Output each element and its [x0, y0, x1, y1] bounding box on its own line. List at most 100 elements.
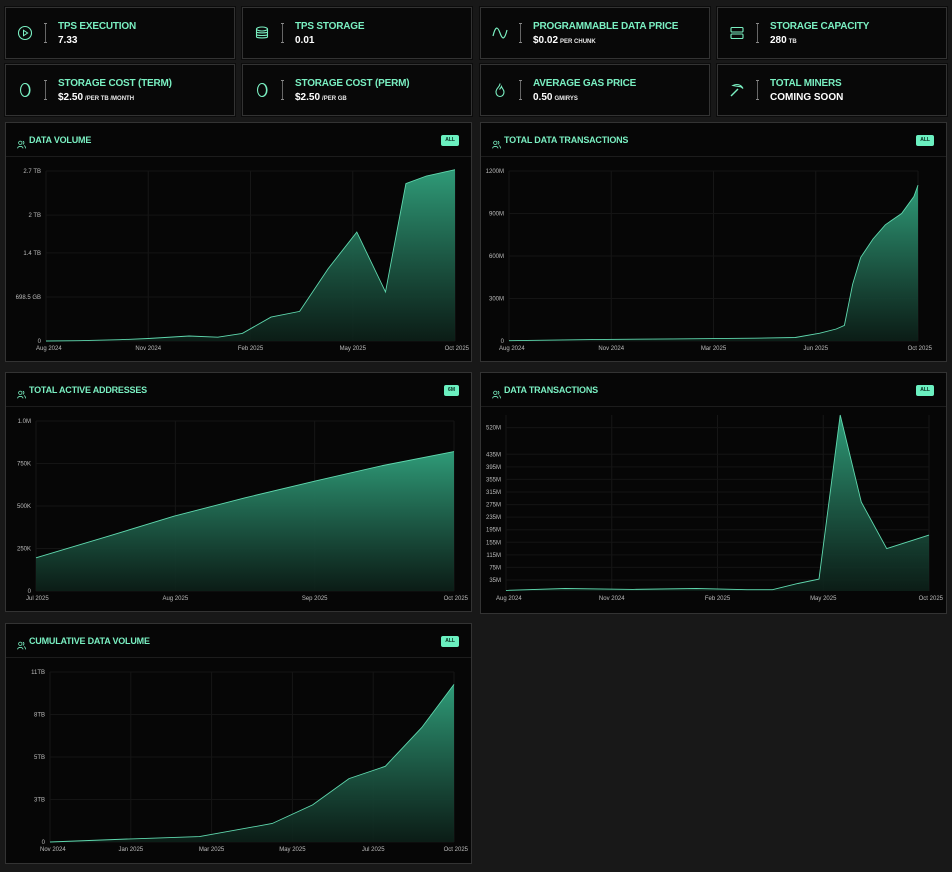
- y-tick-label: 8TB: [34, 713, 45, 719]
- data-point[interactable]: [794, 337, 796, 339]
- data-point[interactable]: [173, 515, 175, 517]
- stat-card-storage-cost-term: STORAGE COST (TERM) $2.50/PER TB /MONTH: [4, 63, 236, 117]
- x-tick-label: Oct 2025: [444, 847, 469, 853]
- x-tick-label: Nov 2024: [40, 847, 66, 853]
- data-point[interactable]: [860, 256, 862, 258]
- data-point[interactable]: [147, 338, 149, 340]
- data-point[interactable]: [312, 804, 314, 806]
- stat-label: TPS EXECUTION: [58, 21, 136, 32]
- pickaxe-icon: [728, 81, 746, 99]
- data-point[interactable]: [270, 316, 272, 318]
- range-all-button[interactable]: ALL: [441, 636, 459, 647]
- data-point[interactable]: [695, 588, 697, 590]
- x-tick-label: Mar 2025: [199, 847, 225, 853]
- range-all-button[interactable]: ALL: [916, 135, 934, 146]
- data-point[interactable]: [564, 588, 566, 590]
- y-tick-label: 750K: [17, 462, 31, 468]
- range-all-button[interactable]: ALL: [916, 385, 934, 396]
- x-tick-label: Nov 2024: [599, 596, 625, 602]
- range-all-button[interactable]: ALL: [441, 135, 459, 146]
- data-point[interactable]: [348, 778, 350, 780]
- data-point[interactable]: [590, 339, 592, 341]
- y-tick-label: 0: [38, 339, 42, 345]
- y-tick-label: 155M: [486, 540, 501, 546]
- stat-unit: TB: [788, 39, 797, 45]
- data-point[interactable]: [78, 340, 80, 342]
- data-point[interactable]: [119, 339, 121, 341]
- data-point[interactable]: [901, 213, 903, 215]
- data-point[interactable]: [672, 338, 674, 340]
- data-point[interactable]: [45, 340, 47, 342]
- data-point[interactable]: [384, 765, 386, 767]
- data-point[interactable]: [839, 414, 841, 416]
- data-point[interactable]: [106, 536, 108, 538]
- data-point[interactable]: [188, 335, 190, 337]
- data-point[interactable]: [843, 324, 845, 326]
- data-point[interactable]: [819, 332, 821, 334]
- data-point[interactable]: [852, 283, 854, 285]
- stat-unit: /PER TB /MONTH: [85, 96, 135, 102]
- stat-value-number: $0.02: [533, 35, 559, 46]
- data-point[interactable]: [271, 823, 273, 825]
- data-point[interactable]: [49, 841, 51, 843]
- data-point[interactable]: [327, 268, 329, 270]
- data-point[interactable]: [872, 238, 874, 240]
- stat-value-number: $2.50: [58, 92, 84, 103]
- stat-value: $2.50/PER GB: [295, 92, 347, 103]
- data-point[interactable]: [382, 465, 384, 467]
- data-point[interactable]: [299, 310, 301, 312]
- data-point[interactable]: [917, 184, 919, 186]
- y-tick-label: 600M: [489, 254, 504, 260]
- data-point[interactable]: [913, 196, 915, 198]
- y-tick-label: 520M: [486, 426, 501, 432]
- series-area: [50, 684, 454, 842]
- users-icon: [492, 136, 501, 149]
- data-point[interactable]: [818, 578, 820, 580]
- data-point[interactable]: [217, 336, 219, 338]
- total-data-transactions-chart: 0 300M 600M 900M 1200M Aug 2024 Nov 2024 Mar 20…: [486, 169, 933, 352]
- data-point[interactable]: [454, 169, 456, 171]
- data-point[interactable]: [928, 534, 930, 536]
- database-icon: [253, 24, 271, 42]
- x-tick-label: Jan 2025: [118, 847, 143, 853]
- data-point[interactable]: [453, 683, 455, 685]
- data-point[interactable]: [356, 231, 358, 233]
- divider: [44, 23, 47, 43]
- data-point[interactable]: [746, 589, 748, 591]
- data-point[interactable]: [632, 588, 634, 590]
- data-point[interactable]: [130, 838, 132, 840]
- data-volume-chart: 0 698.5 GB 1.4 TB 2 TB 2.7 TB Aug 2024 Nov 202…: [16, 169, 470, 352]
- stat-card-tps-execution: TPS EXECUTION 7.33: [4, 6, 236, 60]
- data-point[interactable]: [453, 451, 455, 453]
- x-tick-label: Sep 2025: [302, 596, 328, 602]
- data-point[interactable]: [884, 224, 886, 226]
- data-point[interactable]: [421, 727, 423, 729]
- data-point[interactable]: [508, 340, 510, 342]
- series-area: [46, 169, 455, 341]
- stat-value-number: 0.50: [533, 92, 553, 103]
- data-point[interactable]: [835, 328, 837, 330]
- range-6m-button[interactable]: 6M: [444, 385, 459, 396]
- x-tick-label: Aug 2024: [499, 346, 525, 352]
- data-point[interactable]: [35, 557, 37, 559]
- data-point[interactable]: [241, 332, 243, 334]
- data-point[interactable]: [772, 589, 774, 591]
- divider: [44, 80, 47, 100]
- data-point[interactable]: [315, 480, 317, 482]
- data-point[interactable]: [753, 337, 755, 339]
- data-point[interactable]: [797, 583, 799, 585]
- data-point[interactable]: [199, 836, 201, 838]
- data-point[interactable]: [425, 175, 427, 177]
- data-point[interactable]: [385, 291, 387, 293]
- panel-title: CUMULATIVE DATA VOLUME: [29, 636, 150, 646]
- y-tick-label: 0: [501, 339, 505, 345]
- x-tick-label: Aug 2024: [496, 596, 522, 602]
- y-tick-label: 11TB: [31, 670, 45, 676]
- data-point[interactable]: [860, 501, 862, 503]
- x-tick-label: Oct 2025: [919, 596, 944, 602]
- y-tick-label: 250K: [17, 547, 31, 553]
- data-point[interactable]: [244, 497, 246, 499]
- data-point[interactable]: [505, 589, 507, 591]
- data-point[interactable]: [405, 183, 407, 185]
- data-point[interactable]: [886, 548, 888, 550]
